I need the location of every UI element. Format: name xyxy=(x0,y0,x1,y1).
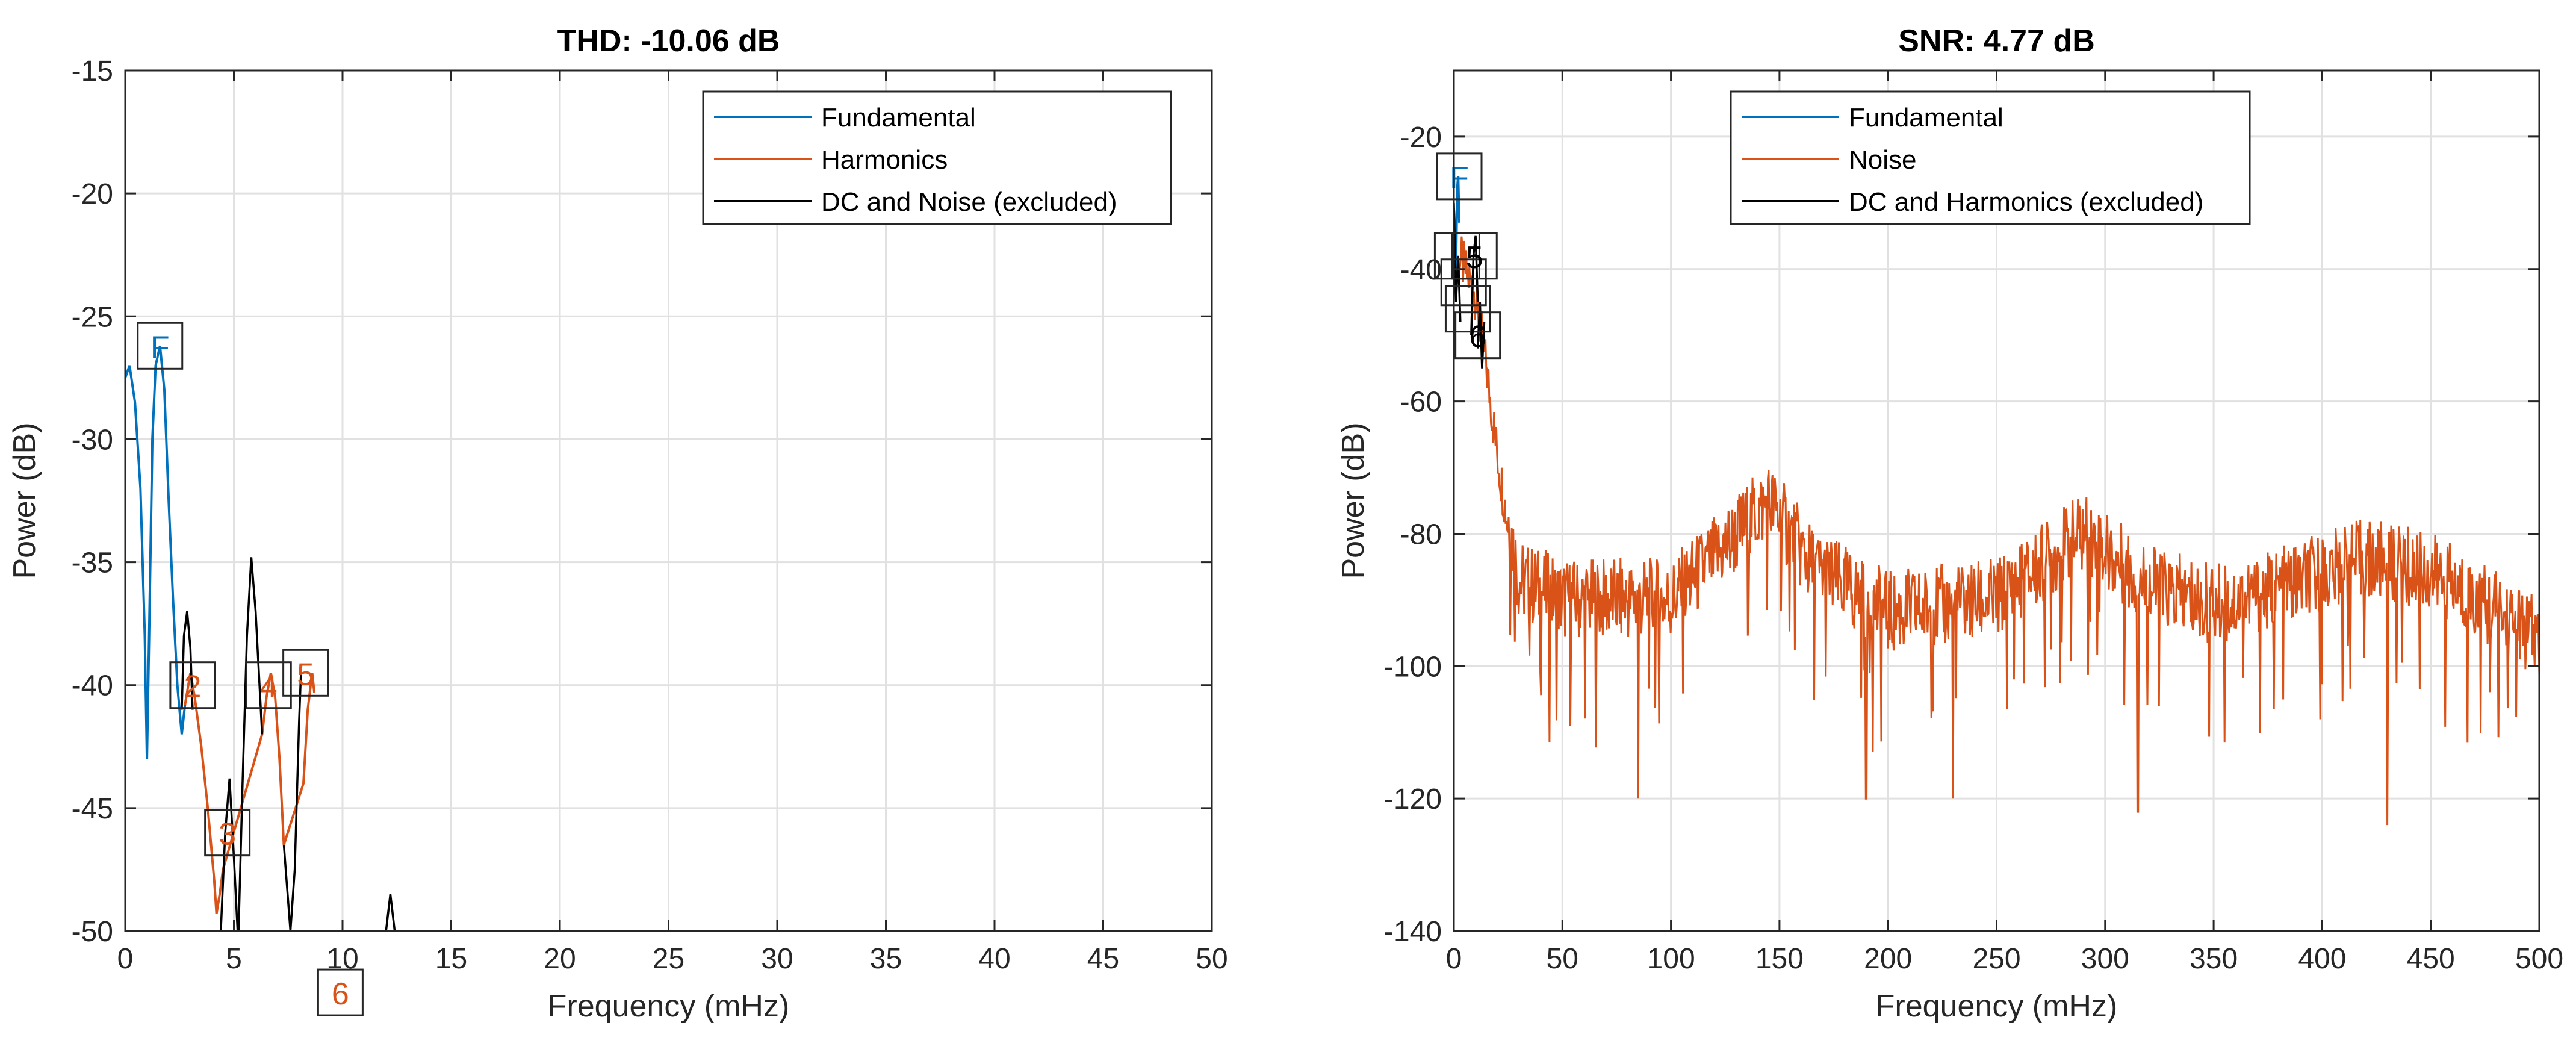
y-tick-label: -120 xyxy=(1384,783,1442,815)
x-tick-label: 0 xyxy=(117,943,134,975)
legend-entry: Fundamental xyxy=(1849,103,2003,132)
annotation-label: 4 xyxy=(260,670,278,705)
annotation-label: F xyxy=(1450,161,1469,196)
x-tick-label: 45 xyxy=(1087,943,1119,975)
y-tick-label: -60 xyxy=(1400,387,1442,419)
annotation-box xyxy=(1454,311,1501,360)
annotation-box xyxy=(1451,232,1498,280)
y-tick-label: -100 xyxy=(1384,651,1442,683)
annotation-box xyxy=(1444,285,1491,333)
annotation-label: 2 xyxy=(184,670,201,705)
x-tick-label: 35 xyxy=(870,943,902,975)
y-tick-label: -15 xyxy=(72,55,113,87)
y-axis-label: Power (dB) xyxy=(7,422,42,579)
chart-title: SNR: 4.77 dB xyxy=(1898,23,2095,58)
series-line-excluded xyxy=(1470,235,1479,335)
x-tick-label: 20 xyxy=(544,943,576,975)
chart-2: F 5 6 0 50 100 150 200 250 300 350 400 450 500 -140 -12… xyxy=(1336,23,2563,1024)
x-tick-label: 0 xyxy=(1446,943,1462,975)
x-tick-label: 40 xyxy=(978,943,1010,975)
annotation-label: 6 xyxy=(332,977,349,1012)
x-tick-label: 250 xyxy=(1972,943,2020,975)
annotation-box xyxy=(282,649,329,697)
series-line-fundamental xyxy=(125,345,187,759)
y-tick-label: -35 xyxy=(72,547,113,579)
annotation-label: 3 xyxy=(219,817,236,852)
x-tick-label: 5 xyxy=(226,943,242,975)
series-line-noise xyxy=(1458,236,2539,826)
y-tick-label: -40 xyxy=(72,670,113,702)
annotation-label: F xyxy=(151,330,170,365)
annotation-label: 5 xyxy=(1466,240,1483,275)
y-tick-label: -30 xyxy=(72,424,113,456)
legend-entry: Harmonics xyxy=(821,145,948,175)
x-tick-label: 100 xyxy=(1647,943,1695,975)
y-tick-label: -20 xyxy=(72,178,113,210)
series-line-excluded xyxy=(385,894,396,931)
x-tick-label: 300 xyxy=(2081,943,2129,975)
annotation-box xyxy=(169,661,216,709)
annotation-box xyxy=(204,809,251,857)
x-tick-label: 450 xyxy=(2407,943,2455,975)
legend-entry: DC and Harmonics (excluded) xyxy=(1849,187,2203,217)
y-tick-label: -50 xyxy=(72,916,113,948)
y-tick-label: -25 xyxy=(72,301,113,333)
series-line-excluded xyxy=(181,611,194,710)
y-axis-label: Power (dB) xyxy=(1336,422,1371,579)
y-tick-label: -140 xyxy=(1384,916,1442,948)
x-tick-label: 150 xyxy=(1755,943,1804,975)
series-line-excluded xyxy=(1476,302,1486,369)
legend: Fundamental Harmonics DC and Noise (exclud… xyxy=(702,90,1172,225)
series-line-excluded xyxy=(220,557,264,931)
x-tick-label: 15 xyxy=(435,943,467,975)
legend-entry: DC and Noise (excluded) xyxy=(821,187,1117,217)
x-tick-label: 350 xyxy=(2190,943,2238,975)
x-tick-label: 25 xyxy=(653,943,684,975)
x-tick-label: 400 xyxy=(2298,943,2346,975)
x-tick-label: 50 xyxy=(1547,943,1578,975)
chart-title: THD: -10.06 dB xyxy=(557,23,780,58)
legend-entry: Noise xyxy=(1849,145,1917,175)
y-tick-label: -45 xyxy=(72,793,113,825)
annotation-label: 6 xyxy=(1469,320,1486,355)
x-tick-label: 50 xyxy=(1196,943,1227,975)
x-axis-label: Frequency (mHz) xyxy=(548,989,790,1024)
y-tick-label: -20 xyxy=(1400,122,1442,154)
legend: Fundamental Noise DC and Harmonics (exclud… xyxy=(1730,90,2251,225)
series-line-excluded xyxy=(282,665,303,931)
y-tick-label: -40 xyxy=(1400,254,1442,286)
y-tick-label: -80 xyxy=(1400,518,1442,550)
plot-area xyxy=(125,345,396,931)
annotation-box xyxy=(137,322,184,370)
x-tick-label: 200 xyxy=(1864,943,1912,975)
x-tick-label: 10 xyxy=(326,943,358,975)
annotation-box xyxy=(245,661,292,709)
x-axis-label: Frequency (mHz) xyxy=(1876,989,2118,1024)
x-tick-label: 500 xyxy=(2515,943,2563,975)
annotation-box xyxy=(1436,152,1483,201)
plot-area xyxy=(1454,176,2539,826)
annotation-box xyxy=(1440,258,1487,307)
x-tick-label: 30 xyxy=(761,943,793,975)
legend-entry: Fundamental xyxy=(821,103,976,132)
annotation-box xyxy=(317,968,364,1016)
annotation-label: 5 xyxy=(297,657,314,692)
